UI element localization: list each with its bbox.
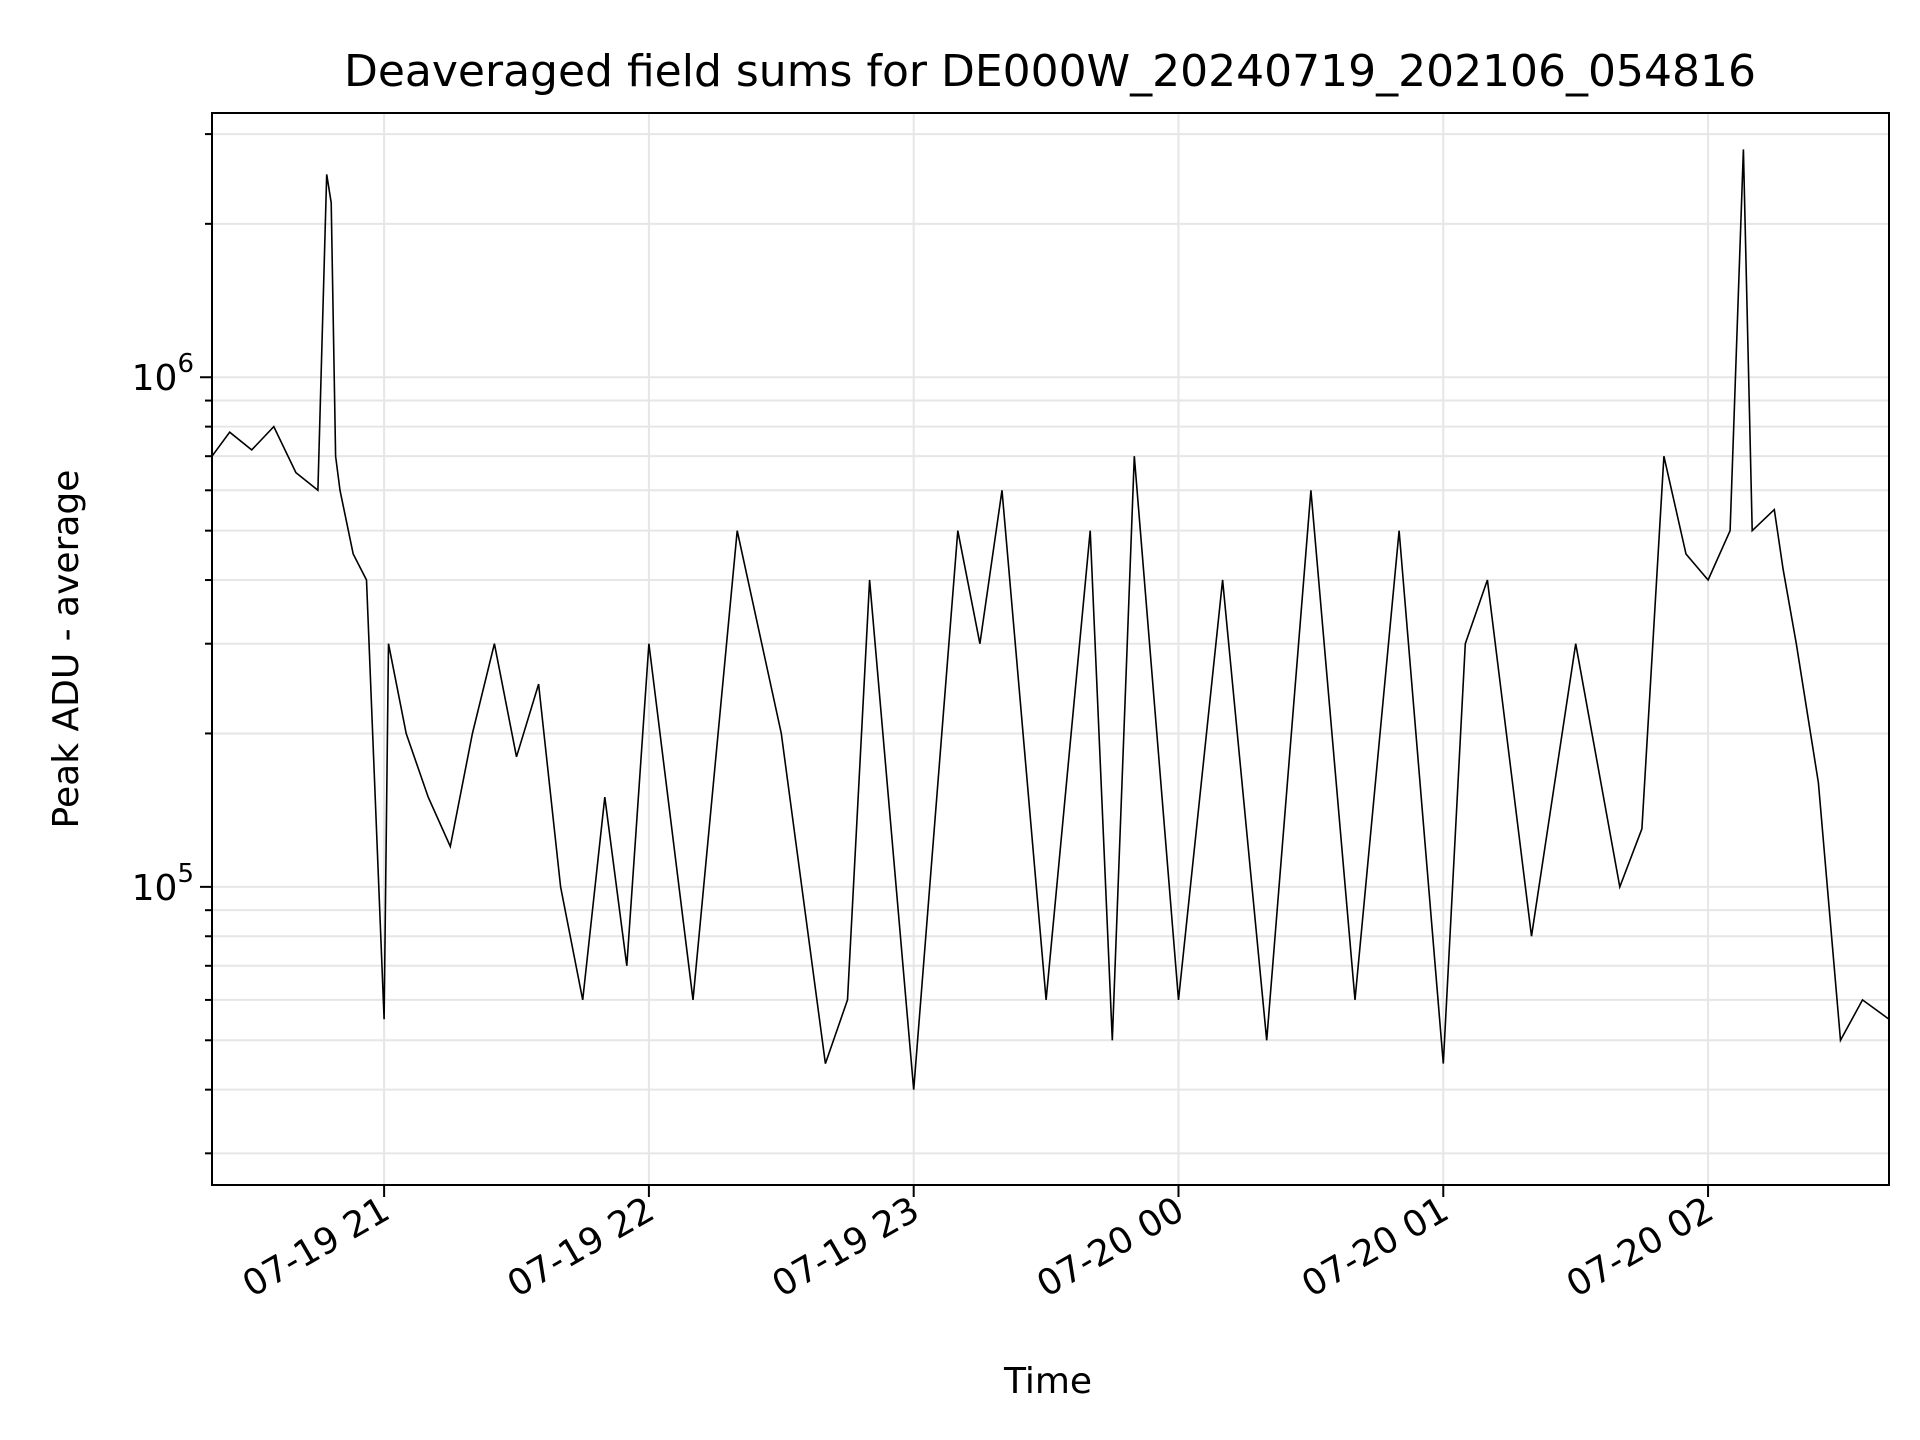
- x-axis-label: Time: [1003, 1361, 1092, 1402]
- x-ticks: 07-19 21 07-19 22 07-19 23 07-20 00 07-20 01…: [236, 1185, 1721, 1306]
- y-tick-label: 106: [132, 349, 194, 399]
- x-tick-label: 07-19 22: [501, 1189, 662, 1305]
- x-tick-label: 07-20 02: [1560, 1189, 1721, 1305]
- plot-frame: [211, 112, 1890, 1186]
- chart-title: Deaveraged field sums for DE000W_2024071…: [344, 46, 1756, 97]
- x-tick-label: 07-20 00: [1030, 1189, 1191, 1305]
- series-line-0: [212, 149, 1889, 1090]
- y-ticks: 105 106: [132, 349, 212, 909]
- series-layer: [212, 149, 1889, 1090]
- y-tick-label: 105: [132, 859, 194, 909]
- x-tick-label: 07-20 01: [1295, 1189, 1456, 1305]
- x-tick-label: 07-19 21: [236, 1189, 397, 1305]
- y-axis-label: Peak ADU - average: [46, 470, 87, 829]
- grid: [205, 113, 1889, 1185]
- x-tick-label: 07-19 23: [766, 1189, 927, 1305]
